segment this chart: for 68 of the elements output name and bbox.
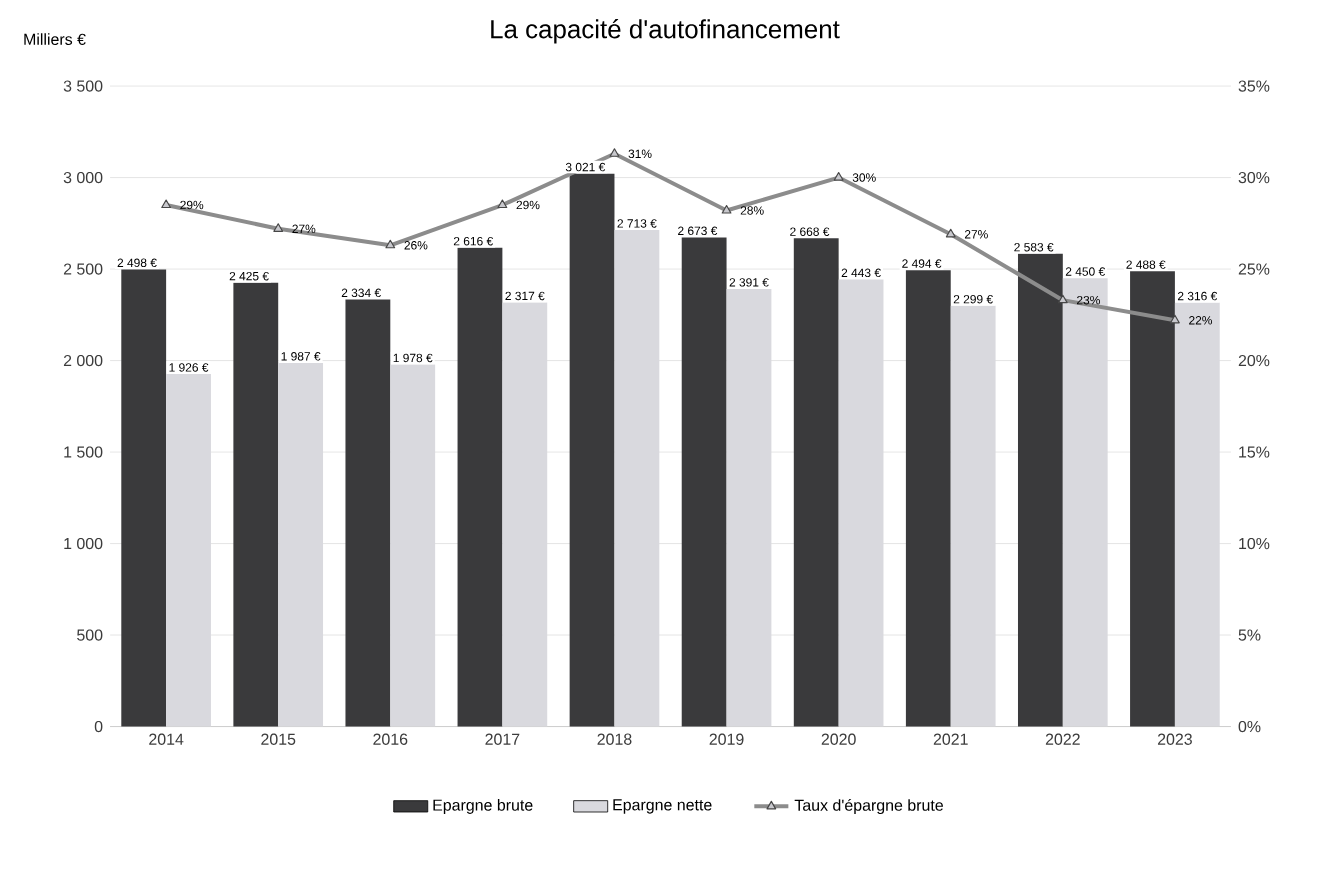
data-label: 27% [292,224,316,234]
y-tick-label: 1 000 [64,538,103,550]
data-label: 27% [964,230,988,239]
x-tick-label: 2018 [597,733,632,746]
data-label: 2 299 € [953,295,993,304]
data-label: 2 673 € [678,226,718,236]
legend-label: Epargne brute [433,799,533,815]
data-label: 2 668 € [790,227,830,237]
data-label: 2 616 € [453,237,494,246]
bar [345,299,391,727]
data-label: 2 316 € [1177,292,1218,301]
legend-label: Epargne nette [613,799,712,814]
data-label: 2 583 € [1014,243,1054,252]
x-tick-label: 2014 [149,733,184,746]
y2-tick-label: 10% [1239,538,1270,550]
data-label: 3 021 € [565,163,606,172]
data-label: 1 978 € [393,353,433,363]
data-label: 2 713 € [617,219,657,228]
y-tick-label: 0 [94,721,103,733]
data-label: 1 926 € [169,363,209,372]
data-label: 2 443 € [841,268,881,278]
bar [681,237,727,727]
bar [233,282,279,727]
x-tick-label: 2022 [1045,733,1080,746]
x-tick-label: 2017 [485,733,520,746]
legend-label: Taux d'épargne brute [794,799,943,815]
y2-tick-label: 25% [1238,263,1270,275]
x-tick-label: 2016 [373,733,408,746]
data-label: 23% [1077,296,1100,305]
y2-tick-label: 15% [1239,446,1270,458]
data-label: 26% [404,241,428,250]
x-tick-label: 2020 [821,733,856,746]
y-tick-label: 3 500 [63,80,103,92]
data-label: 2 334 € [341,288,381,298]
bar [457,248,503,727]
y2-tick-label: 30% [1238,172,1270,184]
y-tick-label: 500 [77,629,103,641]
data-label: 2 450 € [1065,267,1106,276]
data-label: 29% [180,200,204,210]
data-label: 2 425 € [229,272,269,281]
chart-title: La capacité d'autofinancement [491,19,840,44]
data-label: 1 987 € [281,352,321,361]
y-tick-label: 3 000 [63,172,103,184]
x-tick-label: 2015 [261,733,296,746]
y2-tick-label: 20% [1238,355,1270,367]
y2-tick-label: 5% [1238,629,1261,641]
y2-tick-label: 35% [1238,80,1270,92]
data-label: 28% [740,206,764,215]
bar [569,173,615,727]
x-tick-label: 2023 [1157,733,1192,746]
y-tick-label: 1 500 [64,446,103,458]
data-label: 31% [628,149,652,159]
data-label: 2 494 € [902,259,942,268]
y-tick-label: 2 500 [63,263,103,275]
data-label: 22% [1189,316,1213,325]
bar [793,238,839,727]
bar [121,269,167,727]
data-label: 30% [852,173,876,182]
data-label: 2 498 € [117,258,157,268]
data-label: 2 317 € [505,291,545,301]
y-tick-label: 2 000 [63,355,103,367]
data-label: 29% [516,200,540,210]
x-tick-label: 2019 [709,733,744,746]
x-tick-label: 2021 [933,733,968,746]
y-axis-title: Milliers € [24,33,86,46]
data-label: 2 488 € [1126,260,1166,270]
y2-tick-label: 0% [1238,721,1261,733]
data-label: 2 391 € [729,278,769,287]
